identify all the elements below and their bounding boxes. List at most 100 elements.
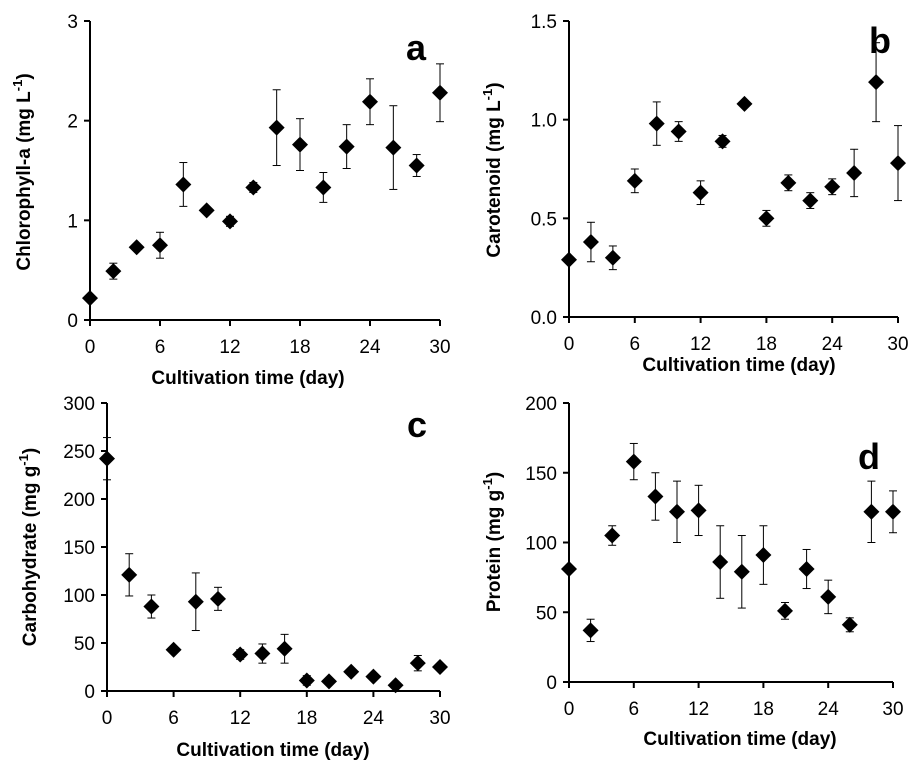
data-point-diamond (292, 136, 308, 153)
x-tick-label: 24 (363, 708, 385, 729)
data-point-diamond (365, 668, 382, 685)
chart-panel-b: 0.0 0.5 1.0 1.5 0 6 12 18 24 30 Cultivation time (… (480, 12, 909, 376)
data-point-diamond (385, 139, 402, 156)
y-tick-label: 100 (63, 586, 95, 607)
x-tick-label: 12 (690, 334, 711, 355)
x-tick-label: 12 (688, 699, 709, 720)
data-point-diamond (846, 164, 863, 181)
x-tick-label: 18 (296, 708, 317, 729)
data-point-diamond (780, 174, 797, 191)
panel-letter: b (869, 20, 891, 61)
x-axis-title: Cultivation time (day) (176, 740, 369, 761)
data-point-diamond (714, 133, 731, 150)
x-tick-label: 0 (564, 334, 575, 355)
data-point-diamond (561, 561, 577, 578)
data-point-diamond (820, 588, 837, 605)
data-point-diamond (669, 503, 685, 520)
data-point-diamond (868, 74, 885, 91)
y-tick-label: 50 (536, 603, 557, 624)
data-point-diamond (648, 115, 665, 132)
y-axis-title-main: Carotenoid (mg L (484, 100, 505, 258)
x-tick-label: 30 (882, 699, 903, 720)
data-point-diamond (187, 593, 204, 610)
data-point-diamond (338, 138, 355, 155)
data-point-diamond (625, 453, 642, 470)
y-axis-title-main: Protein (mg g (484, 490, 505, 612)
data-point-diamond (863, 503, 880, 520)
data-point-diamond (824, 178, 841, 195)
y-axis-title: Carotenoid (mg L-1) (480, 82, 505, 257)
data-point-diamond (121, 566, 138, 583)
data-point-diamond (712, 554, 729, 571)
data-point-diamond (885, 503, 901, 520)
x-tick-label: 0 (85, 337, 96, 358)
y-axis-title-close: ) (14, 73, 35, 79)
data-point-diamond (604, 249, 621, 266)
y-tick-label: 150 (525, 464, 557, 485)
y-axis-title-main: Carbohydrate (mg g (20, 466, 41, 647)
y-tick-label: 250 (63, 442, 95, 463)
x-tick-label: 24 (359, 337, 381, 358)
y-tick-label: 100 (525, 534, 557, 555)
data-point-diamond (152, 237, 168, 254)
x-tick-label: 30 (887, 334, 908, 355)
y-axis-title-close: ) (20, 448, 41, 454)
y-axis-title-main: Chlorophyll-a (mg L (14, 91, 35, 271)
data-point-diamond (99, 450, 115, 467)
x-tick-label: 12 (230, 708, 251, 729)
data-point-diamond (432, 84, 448, 101)
x-tick-label: 18 (289, 337, 310, 358)
data-point-diamond (315, 179, 332, 196)
y-tick-label: 300 (63, 394, 95, 415)
data-point-diamond (604, 527, 621, 544)
data-point-diamond (105, 263, 122, 280)
data-point-diamond (777, 602, 793, 619)
y-tick-label: 2 (67, 112, 78, 133)
y-tick-label: 0 (84, 682, 95, 703)
y-axis-title-superscript: -1 (480, 89, 495, 101)
data-point-diamond (232, 646, 249, 663)
data-point-diamond (690, 502, 707, 519)
data-point-diamond (755, 547, 772, 564)
data-point-diamond (647, 488, 664, 505)
y-tick-label: 1.0 (531, 111, 557, 132)
data-point-diamond (82, 290, 98, 307)
data-point-diamond (362, 93, 378, 110)
y-tick-label: 0 (67, 311, 78, 332)
y-tick-label: 3 (67, 12, 78, 33)
y-tick-label: 0.5 (531, 209, 557, 230)
y-tick-label: 50 (74, 634, 95, 655)
data-point-diamond (890, 155, 906, 172)
y-tick-label: 200 (63, 490, 95, 511)
data-point-diamond (841, 616, 858, 633)
panel-letter: d (858, 436, 880, 477)
data-point-diamond (210, 590, 226, 607)
data-point-diamond (409, 655, 426, 672)
x-axis-title: Cultivation time (day) (151, 368, 344, 389)
x-tick-label: 18 (753, 699, 774, 720)
y-tick-label: 0 (546, 673, 557, 694)
x-tick-label: 6 (629, 699, 640, 720)
data-point-diamond (432, 659, 448, 675)
data-point-diamond (670, 123, 687, 140)
x-tick-label: 6 (630, 334, 641, 355)
data-point-diamond (165, 641, 182, 658)
y-axis-title-superscript: -1 (480, 478, 495, 490)
y-tick-label: 1 (67, 211, 78, 232)
x-tick-label: 30 (429, 708, 450, 729)
x-axis-title: Cultivation time (day) (643, 729, 836, 750)
data-point-diamond (128, 239, 145, 256)
data-point-diamond (736, 95, 753, 112)
x-tick-label: 24 (818, 699, 840, 720)
data-point-diamond (626, 172, 643, 189)
x-tick-label: 30 (429, 337, 450, 358)
y-axis-title: Protein (mg g-1) (480, 472, 505, 612)
data-point-diamond (298, 672, 315, 689)
y-tick-label: 1.5 (531, 12, 557, 33)
y-tick-label: 200 (525, 394, 557, 415)
chart-panel-c: 0 50 100 150 200 250 300 0 6 12 18 24 30 Cultivation … (16, 394, 451, 761)
data-point-diamond (561, 251, 577, 268)
data-point-diamond (692, 184, 709, 201)
